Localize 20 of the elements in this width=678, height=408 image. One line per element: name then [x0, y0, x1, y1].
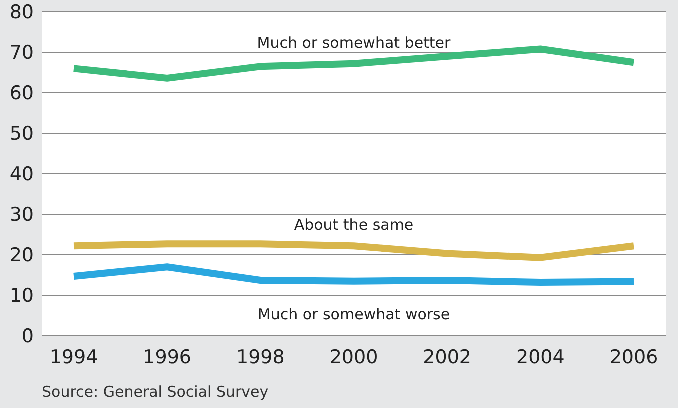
y-tick-label: 0 [22, 326, 34, 348]
y-tick-label: 40 [10, 164, 34, 186]
y-tick-label: 50 [10, 123, 34, 146]
x-tick-label: 1998 [236, 346, 285, 368]
y-tick-label: 20 [10, 244, 34, 267]
x-tick-label: 2002 [423, 346, 472, 368]
x-tick-label: 2000 [330, 346, 378, 368]
x-tick-label: 1994 [50, 346, 98, 368]
series-label: About the same [294, 216, 414, 234]
series-label: Much or somewhat worse [258, 305, 450, 324]
y-tick-label: 10 [10, 285, 34, 308]
source-note: Source: General Social Survey [42, 383, 269, 401]
y-tick-label: 60 [10, 82, 34, 105]
y-tick-label: 80 [10, 2, 34, 24]
x-tick-label: 2006 [610, 346, 658, 368]
x-tick-label: 1996 [143, 346, 192, 368]
series-label: Much or somewhat better [257, 34, 452, 52]
x-tick-label: 2004 [516, 346, 565, 368]
y-tick-label: 70 [10, 42, 34, 64]
y-tick-label: 30 [10, 204, 34, 226]
